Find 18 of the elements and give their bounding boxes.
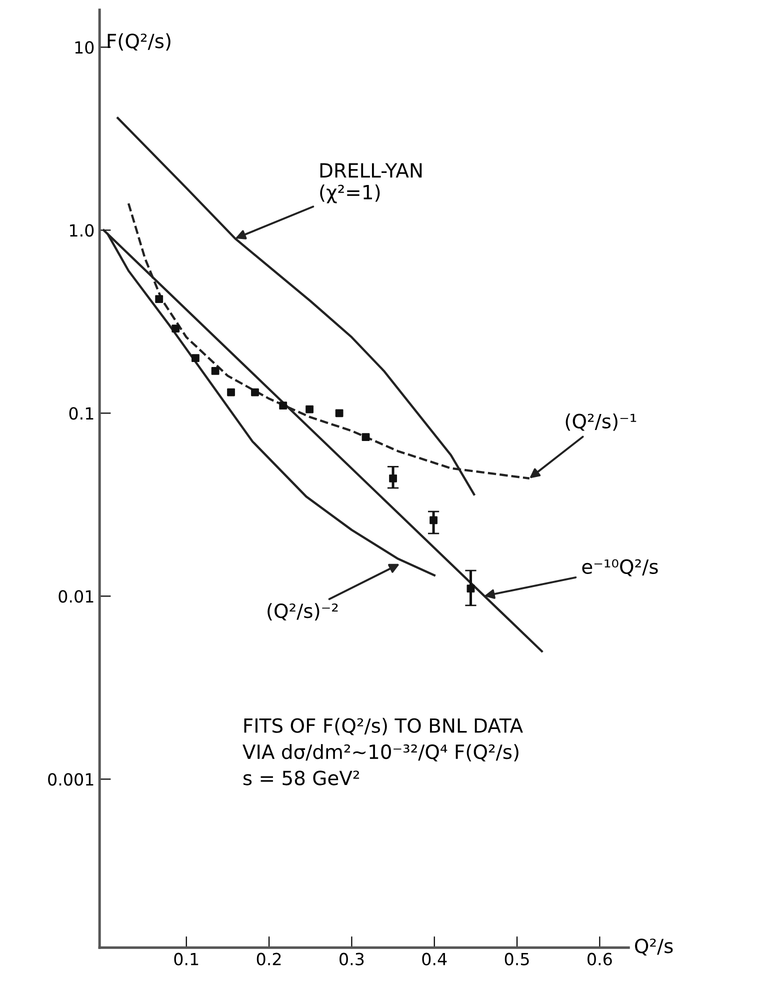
- x-tick-label: 0.5: [504, 952, 529, 966]
- x-tick-label: 0.2: [256, 952, 281, 966]
- x-tick-label: 0.1: [174, 952, 198, 966]
- x-tick-label: 0.3: [340, 952, 364, 966]
- y-tick-label: 0.001: [48, 773, 94, 786]
- x-tick-label: 0.4: [422, 952, 447, 966]
- y-tick-label: 10: [75, 41, 94, 54]
- annotation: (Q²/s)⁻²: [268, 603, 338, 620]
- annotation: FITS OF F(Q²/s) TO BNL DATA VIA dσ/dm²~10⁻³²/Q⁴ F(Q²/s) s = 58 GeV²: [242, 718, 523, 786]
- y-tick-label: 0.01: [58, 590, 94, 603]
- y-tick-label: 0.1: [69, 407, 94, 420]
- annotation: DRELL-YAN (χ²=1): [320, 163, 422, 204]
- annotation: e⁻¹⁰Q²/s: [582, 559, 658, 576]
- x-axis-title: Q²/s: [635, 938, 673, 956]
- annotation: (Q²/s)⁻¹: [566, 413, 636, 431]
- y-axis-title: F(Q²/s): [108, 33, 170, 51]
- y-tick-label: 1.0: [70, 224, 94, 237]
- x-tick-label: 0.6: [588, 952, 612, 966]
